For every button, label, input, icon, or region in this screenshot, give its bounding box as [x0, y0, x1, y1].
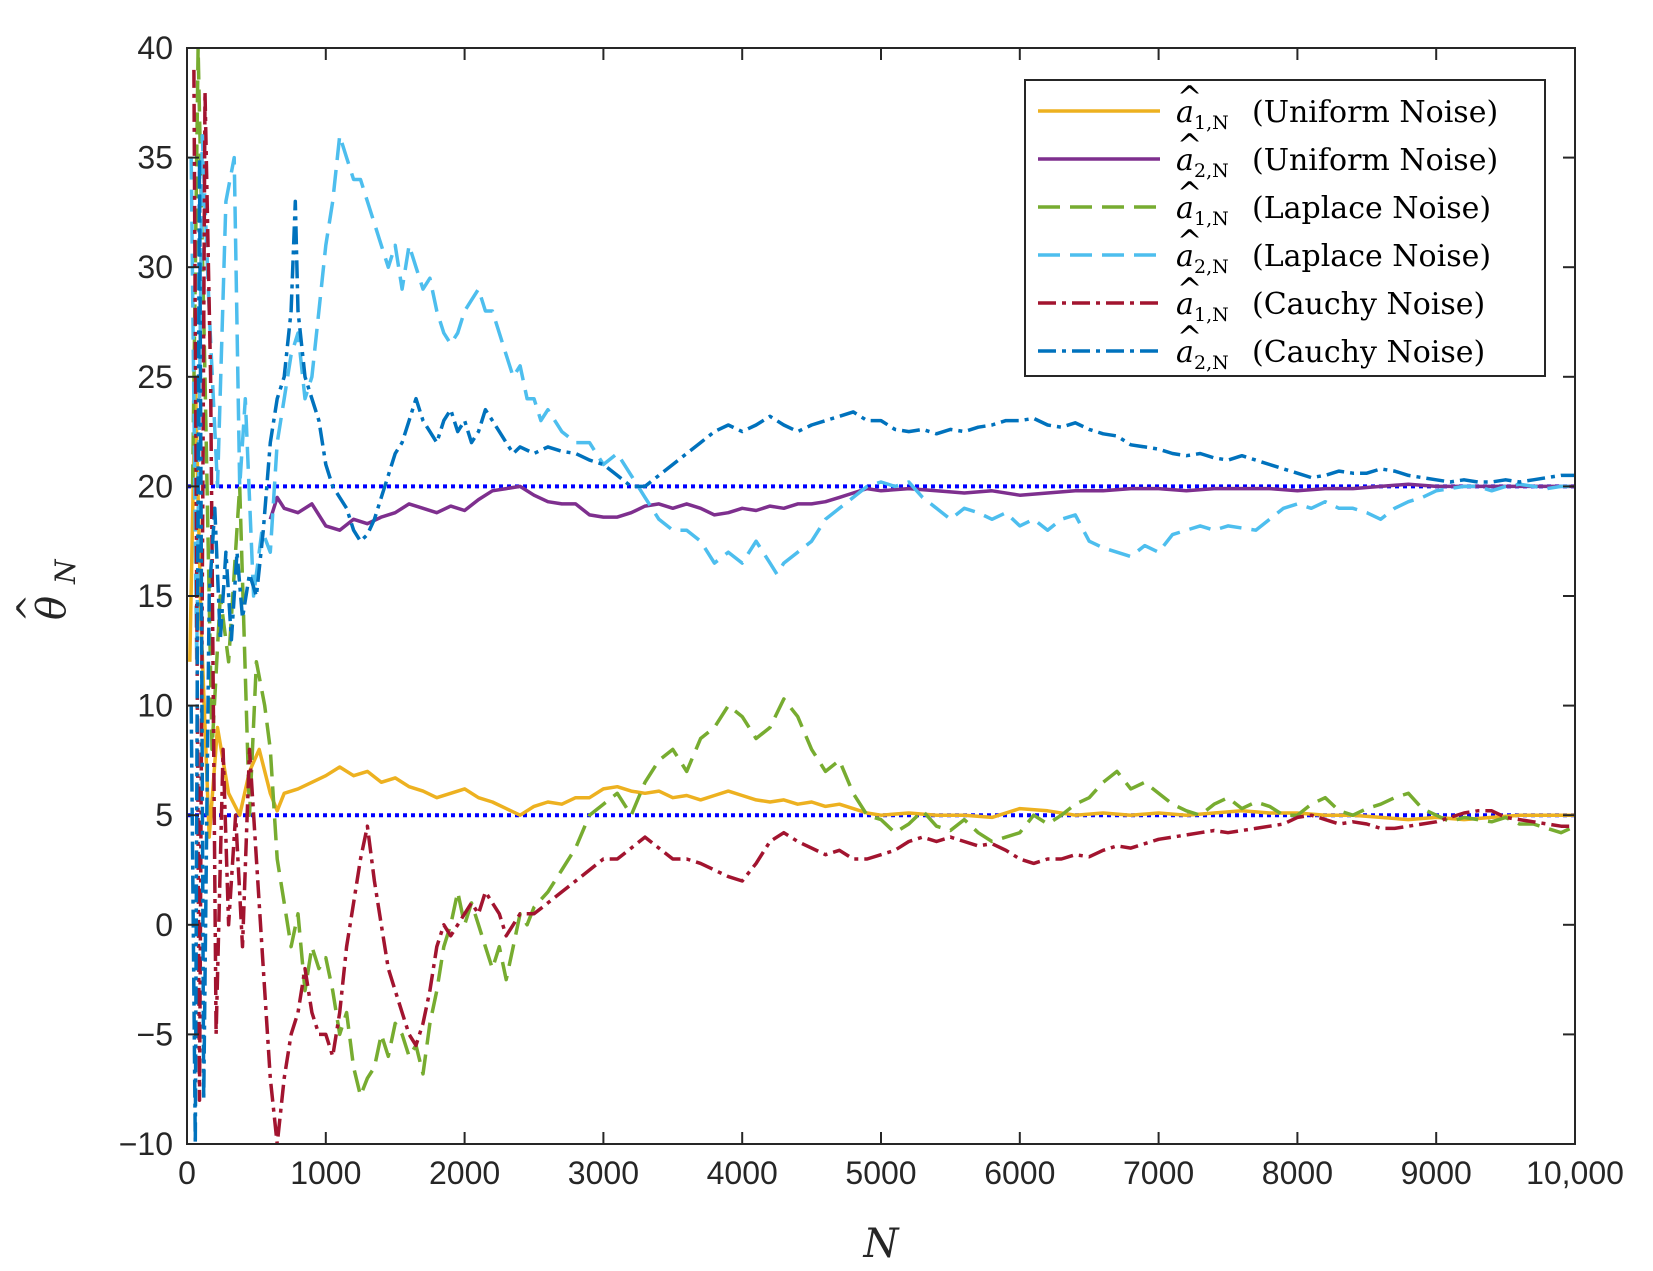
y-axis-label-subscript: N	[49, 558, 82, 585]
legend-hat: ^	[1177, 320, 1202, 355]
y-tick-label: 0	[155, 907, 173, 943]
y-tick-label: −5	[137, 1016, 173, 1052]
series-line	[188, 375, 1575, 839]
legend: ^a 1,N (Uniform Noise)^a 2,N (Uniform Noise)…	[1024, 79, 1546, 377]
legend-subscript: 1,N	[1194, 304, 1229, 326]
legend-entry: (Cauchy Noise)	[1252, 335, 1485, 370]
x-tick-label: 2000	[429, 1155, 500, 1191]
legend-symbol: a	[1176, 335, 1194, 370]
x-tick-label: 9000	[1401, 1155, 1472, 1191]
legend-subscript: 2,N	[1194, 160, 1229, 182]
y-axis-label: θ N ^	[10, 558, 82, 622]
legend-box	[1024, 79, 1546, 377]
x-axis: 0 1000 2000 3000 4000 5000 6000 7000 8000 9000 10,…	[178, 48, 1624, 1191]
legend-entry: (Cauchy Noise)	[1252, 287, 1485, 322]
legend-symbol: a	[1176, 239, 1194, 274]
y-tick-label: 10	[137, 688, 173, 724]
legend-hat: ^	[1177, 128, 1202, 163]
series-line	[192, 69, 1575, 1144]
y-axis-label-hat: ^	[10, 594, 50, 623]
legend-subscript: 2,N	[1194, 352, 1229, 374]
x-tick-label: 8000	[1262, 1155, 1333, 1191]
x-tick-label: 0	[178, 1155, 196, 1191]
series-lines	[188, 48, 1575, 1144]
legend-symbol: a	[1176, 191, 1194, 226]
legend-hat: ^	[1177, 272, 1202, 307]
legend-subscript: 2,N	[1194, 256, 1229, 278]
y-tick-label: 15	[137, 578, 173, 614]
y-tick-label: −10	[119, 1126, 173, 1162]
x-tick-label: 5000	[845, 1155, 916, 1191]
y-tick-label: 40	[137, 30, 173, 66]
legend-hat: ^	[1177, 80, 1202, 115]
y-tick-label: 5	[155, 797, 173, 833]
legend-hat: ^	[1177, 176, 1202, 211]
series-line	[189, 133, 1575, 664]
legend-entry: (Uniform Noise)	[1252, 95, 1498, 130]
legend-subscript: 1,N	[1194, 208, 1229, 230]
y-tick-label: 35	[137, 140, 173, 176]
y-tick-label: 25	[137, 359, 173, 395]
y-tick-label: 20	[137, 468, 173, 504]
x-tick-label: 6000	[984, 1155, 1055, 1191]
y-tick-label: 30	[137, 249, 173, 285]
x-axis-label: N	[863, 1221, 901, 1267]
legend-entry: (Laplace Noise)	[1252, 239, 1491, 274]
legend-symbol: a	[1176, 287, 1194, 322]
legend-symbol: a	[1176, 143, 1194, 178]
series-line	[190, 48, 1575, 1098]
legend-subscript: 1,N	[1194, 112, 1229, 134]
x-tick-label: 10,000	[1526, 1155, 1624, 1191]
legend-entry: (Uniform Noise)	[1252, 143, 1498, 178]
x-tick-label: 4000	[707, 1155, 778, 1191]
x-tick-label: 1000	[290, 1155, 361, 1191]
legend-entry: (Laplace Noise)	[1252, 191, 1491, 226]
legend-symbol: a	[1176, 95, 1194, 130]
y-axis: −10 −5 0 5 10 15 20 25 30 35 40	[119, 30, 1575, 1162]
x-tick-label: 3000	[568, 1155, 639, 1191]
series-line	[268, 482, 1575, 532]
series-line	[189, 155, 1575, 1144]
y-axis-label-theta: θ	[29, 596, 75, 620]
x-tick-label: 7000	[1123, 1155, 1194, 1191]
legend-hat: ^	[1177, 224, 1202, 259]
